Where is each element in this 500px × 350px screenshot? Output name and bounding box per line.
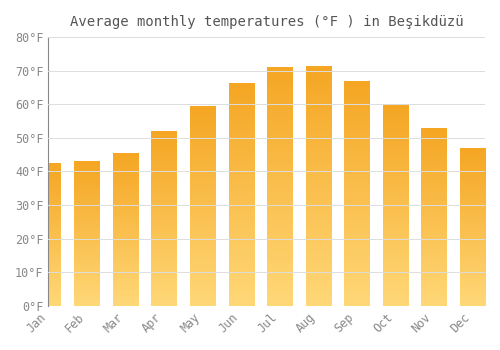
- Title: Average monthly temperatures (°F ) in Beşikdüzü: Average monthly temperatures (°F ) in Be…: [70, 15, 464, 29]
